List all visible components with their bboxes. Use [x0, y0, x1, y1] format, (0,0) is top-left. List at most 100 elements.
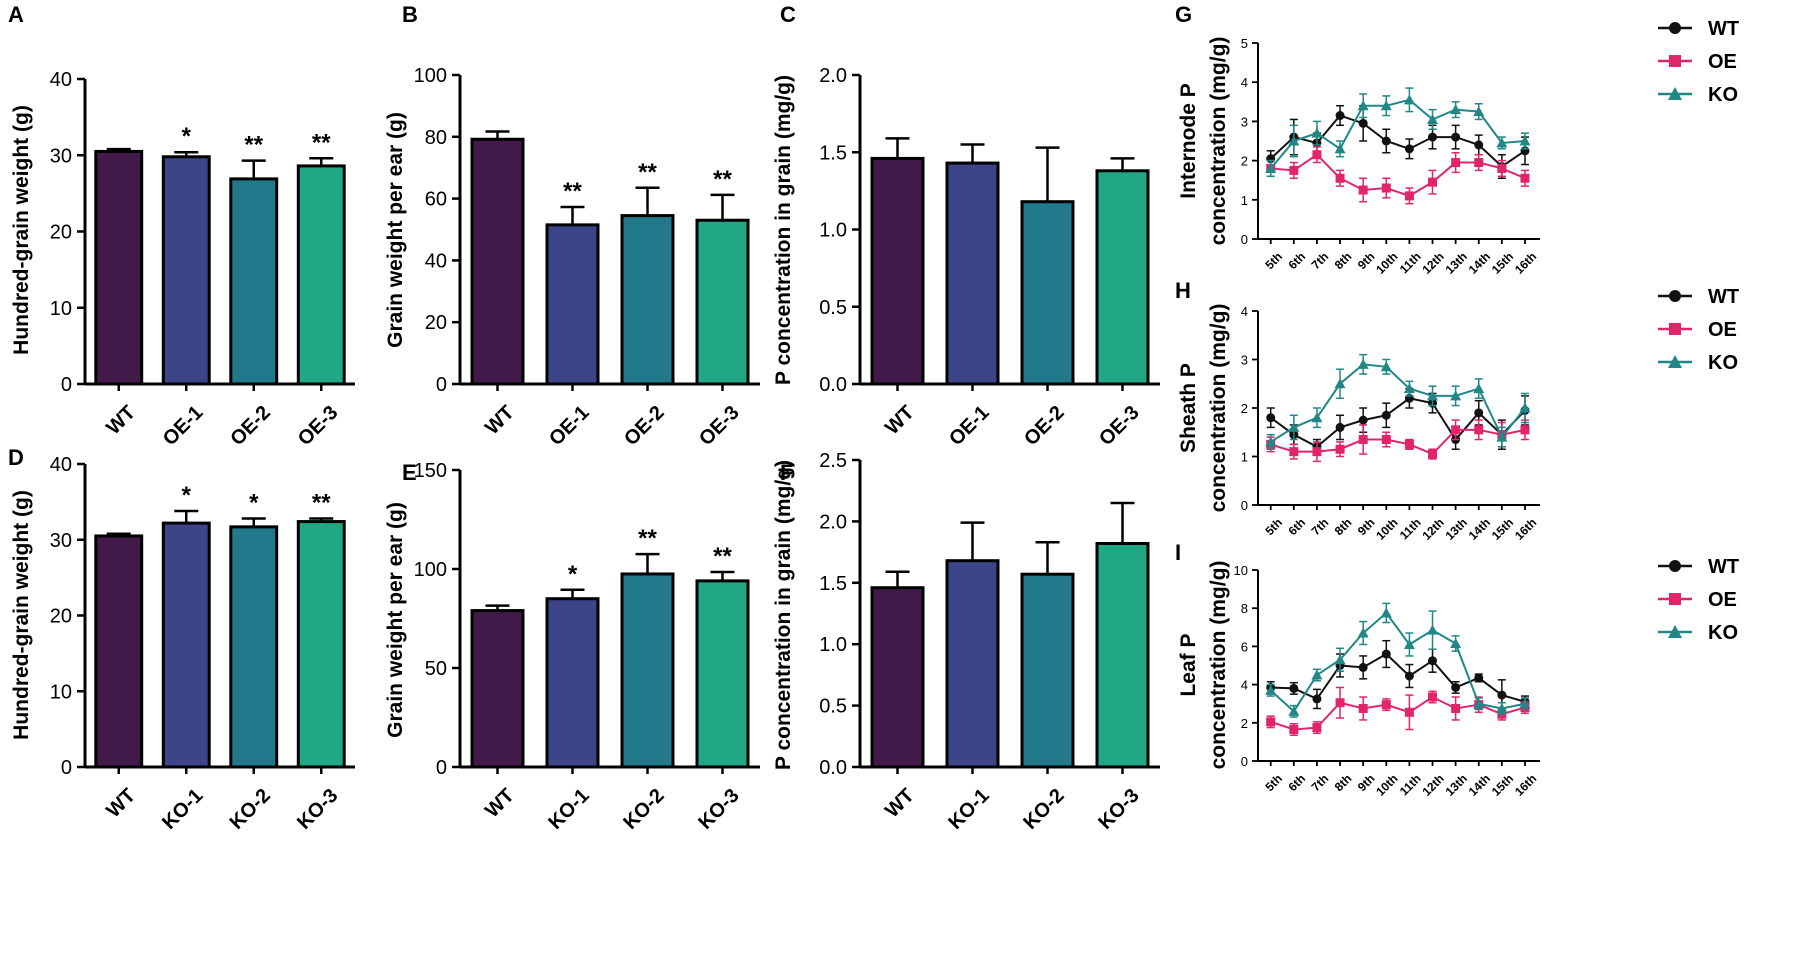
- x-tick-label: 16th: [1512, 515, 1539, 542]
- y-axis-label-line1: Leaf P: [1177, 633, 1200, 696]
- data-point: [1496, 702, 1508, 713]
- data-point: [1289, 683, 1299, 693]
- y-tick-label: 40: [425, 250, 447, 272]
- data-point: [1358, 662, 1368, 672]
- bar-oe-2: [620, 214, 675, 386]
- significance-mark: **: [563, 178, 582, 205]
- x-tick-label: WT: [481, 402, 519, 440]
- legend: WT OE KO: [1658, 18, 1739, 106]
- y-tick-label: 20: [50, 606, 72, 628]
- bar-wt: [470, 609, 525, 769]
- x-tick-label: WT: [102, 402, 140, 440]
- significance-mark: *: [182, 123, 192, 150]
- bar-wt: [870, 586, 925, 769]
- bar-oe-3: [1095, 169, 1150, 386]
- x-tick-label: OE-1: [945, 402, 994, 451]
- y-axis-label: Grain weight per ear (g): [384, 502, 407, 738]
- bar-ko-1: [545, 597, 600, 769]
- x-tick-label: 11th: [1397, 771, 1424, 798]
- panel-letter-g: G: [1175, 2, 1192, 27]
- x-tick-label: KO-2: [619, 785, 668, 834]
- bar-ko-2: [229, 525, 279, 769]
- bar-oe-1: [945, 161, 1000, 386]
- data-point: [1427, 390, 1439, 401]
- data-point: [1358, 185, 1368, 195]
- legend: WT OE KO: [1658, 286, 1739, 374]
- y-tick-label: 40: [50, 69, 72, 91]
- x-tick-label: OE-1: [545, 402, 594, 451]
- x-tick-label: 5th: [1262, 771, 1285, 794]
- y-axis-label: Grain weight per ear (g): [384, 112, 407, 348]
- series-ko: [1265, 602, 1531, 718]
- bar-wt: [94, 534, 144, 769]
- data-point: [1451, 425, 1461, 435]
- bar-chart-b: 0 20 40 60 80 100 Grain weight per ear (g) WT **…: [384, 65, 760, 450]
- legend-marker-ko: [1668, 87, 1682, 100]
- panel-letter-i: I: [1175, 540, 1181, 565]
- data-point: [1519, 135, 1531, 146]
- data-point: [1451, 158, 1461, 168]
- x-tick-label: OE-3: [294, 402, 343, 451]
- x-tick-label: 7th: [1309, 771, 1332, 794]
- x-tick-label: OE-2: [226, 402, 275, 451]
- legend-marker-oe: [1669, 55, 1681, 67]
- data-point: [1404, 671, 1414, 681]
- data-point: [1312, 694, 1322, 704]
- legend-label-wt: WT: [1708, 556, 1739, 578]
- x-tick-label: OE-2: [1020, 402, 1069, 451]
- bar-oe-2: [229, 177, 279, 386]
- x-tick-label: 8th: [1332, 771, 1355, 794]
- y-tick-label: 100: [414, 65, 447, 87]
- data-point: [1380, 100, 1392, 111]
- significance-mark: *: [249, 490, 259, 517]
- data-point: [1380, 361, 1392, 372]
- y-tick-label: 6: [1241, 639, 1248, 654]
- data-point: [1519, 698, 1531, 709]
- data-point: [1266, 413, 1276, 423]
- bar-wt: [94, 149, 144, 386]
- data-point: [1428, 177, 1438, 187]
- data-point: [1381, 435, 1391, 445]
- x-tick-label: KO-3: [293, 785, 342, 834]
- x-tick-label: 14th: [1466, 515, 1493, 542]
- y-tick-label: 50: [425, 658, 447, 680]
- data-point: [1358, 703, 1368, 713]
- y-tick-label: 20: [425, 312, 447, 334]
- x-tick-label: KO-3: [1094, 785, 1143, 834]
- data-point: [1403, 383, 1415, 394]
- y-tick-label: 5: [1241, 36, 1248, 51]
- data-point: [1358, 118, 1368, 128]
- series-line: [1270, 611, 1526, 713]
- data-point: [1497, 690, 1507, 700]
- y-axis-label-line1: Internode P: [1177, 83, 1200, 199]
- data-point: [1335, 422, 1345, 432]
- data-point: [1474, 140, 1484, 150]
- bar-oe-1: [161, 155, 211, 386]
- x-tick-label: 11th: [1397, 515, 1424, 542]
- y-tick-label: 0.5: [819, 696, 847, 718]
- bar-wt: [470, 137, 525, 386]
- panel-letter-e: E: [402, 460, 417, 485]
- data-point: [1357, 100, 1369, 111]
- data-point: [1381, 700, 1391, 710]
- data-point: [1380, 607, 1392, 618]
- bar-ko-3: [695, 579, 750, 769]
- y-tick-label: 10: [50, 298, 72, 320]
- x-tick-label: 13th: [1443, 249, 1470, 276]
- bar-oe-3: [695, 218, 750, 386]
- legend-label-oe: OE: [1708, 51, 1737, 73]
- x-tick-label: 10th: [1373, 515, 1400, 542]
- data-point: [1334, 143, 1346, 154]
- y-tick-label: 0: [436, 757, 447, 779]
- data-point: [1428, 132, 1438, 142]
- y-tick-label: 10: [1234, 563, 1248, 578]
- legend-label-oe: OE: [1708, 589, 1737, 611]
- legend: WT OE KO: [1658, 556, 1739, 644]
- legend-marker-oe: [1669, 323, 1681, 335]
- data-point: [1334, 378, 1346, 389]
- data-point: [1311, 127, 1323, 138]
- y-tick-label: 2: [1241, 401, 1248, 416]
- series-line: [1270, 652, 1526, 703]
- x-tick-label: 12th: [1420, 515, 1447, 542]
